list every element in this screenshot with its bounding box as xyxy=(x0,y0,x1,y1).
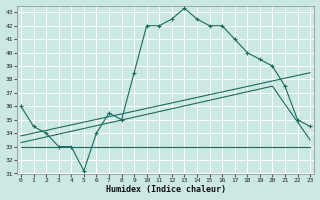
X-axis label: Humidex (Indice chaleur): Humidex (Indice chaleur) xyxy=(106,185,226,194)
